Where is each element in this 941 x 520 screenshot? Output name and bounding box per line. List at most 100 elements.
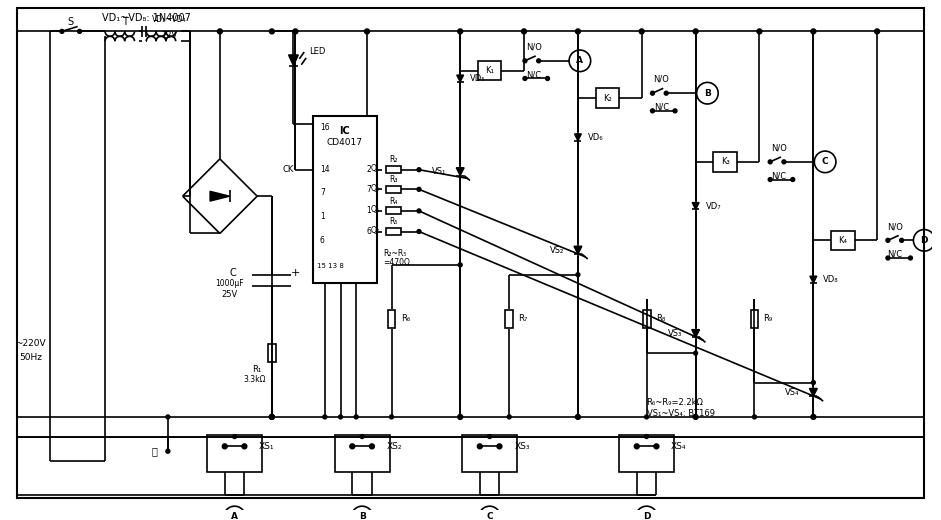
Text: K₄: K₄: [838, 236, 847, 245]
Text: VD₁~VD₄: VD₁~VD₄: [152, 15, 186, 24]
Circle shape: [757, 29, 762, 34]
Text: R₁: R₁: [252, 366, 262, 374]
Circle shape: [222, 444, 227, 449]
Circle shape: [77, 30, 82, 33]
Text: VS₄: VS₄: [785, 388, 800, 397]
Text: LED: LED: [310, 46, 326, 56]
Text: VS₁: VS₁: [432, 167, 446, 176]
Text: R₉: R₉: [763, 314, 773, 323]
Text: 15 13 8: 15 13 8: [317, 263, 343, 269]
Circle shape: [390, 415, 393, 419]
Circle shape: [673, 109, 677, 113]
Polygon shape: [693, 203, 699, 210]
Circle shape: [360, 435, 364, 438]
Text: R₃: R₃: [390, 175, 398, 184]
Text: D: D: [643, 513, 650, 520]
Bar: [596, 88, 619, 108]
Text: 25V: 25V: [221, 290, 238, 299]
Circle shape: [354, 415, 359, 419]
Bar: [505, 310, 513, 328]
Text: N/O: N/O: [771, 144, 787, 153]
Text: R₄: R₄: [390, 197, 398, 205]
Text: R₅: R₅: [390, 217, 398, 226]
Bar: [207, 435, 262, 472]
Circle shape: [811, 381, 815, 385]
Bar: [335, 435, 390, 472]
Circle shape: [790, 177, 795, 181]
Circle shape: [269, 414, 275, 419]
Circle shape: [417, 187, 421, 191]
Circle shape: [364, 29, 370, 34]
Text: 6: 6: [366, 227, 371, 236]
Circle shape: [232, 435, 236, 438]
Text: C: C: [486, 513, 493, 520]
Text: R₈: R₈: [656, 314, 665, 323]
Text: VD₅: VD₅: [470, 74, 486, 83]
Text: XS₁: XS₁: [259, 442, 275, 451]
Text: 地: 地: [152, 446, 157, 456]
Text: N/O: N/O: [653, 75, 669, 84]
Circle shape: [645, 435, 648, 438]
Circle shape: [811, 414, 816, 419]
Circle shape: [166, 415, 169, 419]
Circle shape: [217, 29, 222, 34]
Text: 50Hz: 50Hz: [19, 353, 42, 361]
Circle shape: [634, 444, 639, 449]
Circle shape: [521, 29, 526, 34]
Bar: [713, 152, 737, 172]
Polygon shape: [456, 168, 464, 176]
Text: K₁: K₁: [486, 66, 494, 75]
Polygon shape: [574, 246, 582, 254]
Circle shape: [323, 415, 327, 419]
Polygon shape: [456, 75, 464, 82]
Circle shape: [694, 351, 697, 355]
Circle shape: [417, 168, 421, 172]
Text: N/C: N/C: [526, 70, 541, 79]
Circle shape: [576, 414, 581, 419]
Text: 7: 7: [366, 185, 371, 194]
Text: R₆: R₆: [401, 314, 410, 323]
Circle shape: [269, 29, 275, 34]
Circle shape: [768, 177, 773, 181]
Text: Q₅: Q₅: [371, 205, 380, 214]
Text: C: C: [821, 158, 828, 166]
Text: N/C: N/C: [887, 250, 902, 258]
Circle shape: [269, 414, 275, 419]
Circle shape: [811, 29, 816, 34]
Circle shape: [885, 238, 890, 242]
Polygon shape: [575, 134, 582, 141]
Circle shape: [417, 229, 421, 233]
Text: VS₂: VS₂: [550, 245, 565, 255]
Bar: [478, 61, 502, 81]
Text: T: T: [121, 17, 128, 27]
Bar: [386, 166, 402, 173]
Text: 14: 14: [320, 165, 329, 174]
Text: VD₆: VD₆: [588, 133, 603, 142]
Circle shape: [507, 415, 511, 419]
Circle shape: [166, 449, 169, 453]
Text: N/C: N/C: [654, 102, 669, 111]
Text: +: +: [291, 268, 300, 278]
Circle shape: [885, 256, 890, 260]
Circle shape: [576, 272, 580, 277]
Text: 3.3kΩ: 3.3kΩ: [243, 375, 265, 384]
Text: N/O: N/O: [886, 222, 902, 231]
Text: 7: 7: [320, 188, 325, 197]
Circle shape: [536, 59, 541, 63]
Text: Q₃: Q₃: [371, 184, 380, 193]
Text: A: A: [577, 56, 583, 66]
Bar: [386, 207, 402, 214]
Text: VD₁~VD₈: 1N4007: VD₁~VD₈: 1N4007: [103, 12, 191, 23]
Text: VS₃: VS₃: [668, 329, 682, 338]
Bar: [388, 310, 395, 328]
Text: S: S: [68, 17, 73, 27]
Circle shape: [875, 29, 880, 34]
Text: B: B: [359, 513, 365, 520]
Text: 12V: 12V: [161, 31, 177, 40]
Text: =470Ω: =470Ω: [384, 258, 410, 267]
Text: A: A: [231, 513, 238, 520]
Text: N/O: N/O: [526, 43, 542, 51]
Circle shape: [370, 444, 375, 449]
Text: 1: 1: [366, 206, 371, 215]
Circle shape: [477, 444, 483, 449]
